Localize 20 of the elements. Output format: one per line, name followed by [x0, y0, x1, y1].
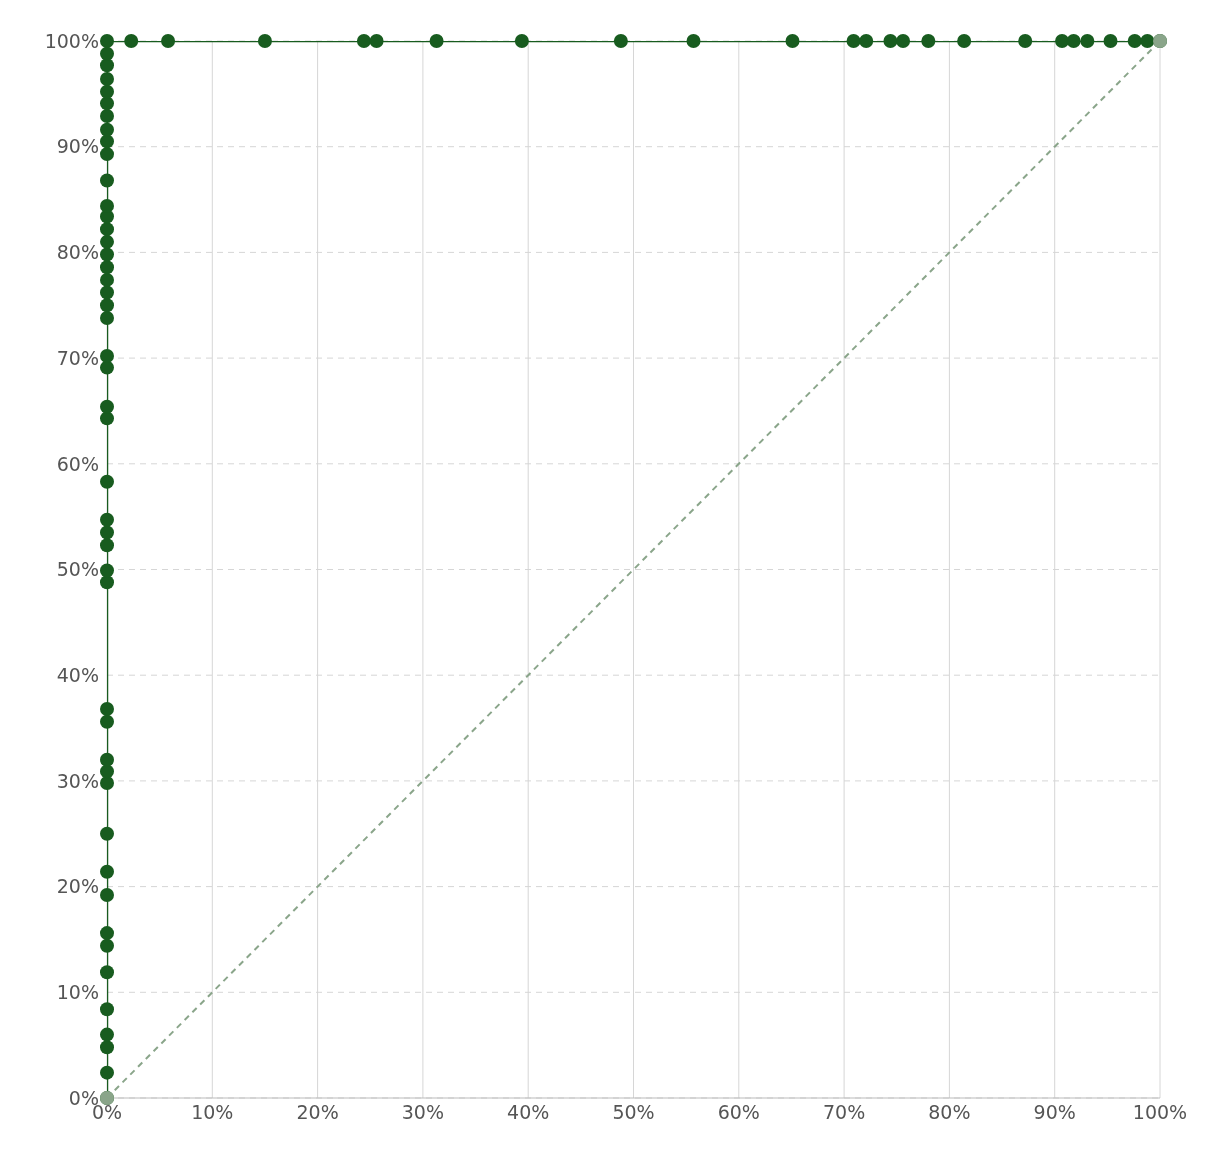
- x-tick-label: 100%: [1132, 1101, 1188, 1124]
- x-tick-label: 50%: [612, 1101, 655, 1124]
- x-tick-label: 40%: [507, 1101, 550, 1124]
- y-tick-label: 40%: [56, 663, 99, 686]
- x-tick-label: 20%: [296, 1101, 339, 1124]
- x-tick-label: 70%: [822, 1101, 866, 1124]
- y-tick-label: 20%: [56, 875, 99, 898]
- y-tick-label: 80%: [56, 241, 99, 264]
- y-tick-label: 90%: [56, 135, 99, 158]
- y-tick-label: 50%: [56, 558, 99, 581]
- x-tick-label: 90%: [1033, 1101, 1076, 1124]
- x-tick-label: 60%: [717, 1101, 760, 1124]
- x-tick-label: 30%: [401, 1101, 445, 1124]
- x-tick-label: 10%: [191, 1101, 234, 1124]
- y-tick-label: 70%: [56, 346, 99, 369]
- y-tick-label: 30%: [56, 769, 99, 792]
- y-tick-label: 60%: [56, 452, 99, 475]
- x-tick-label: 80%: [928, 1101, 971, 1124]
- y-tick-label: 10%: [56, 981, 99, 1004]
- y-tick-label: 100%: [44, 29, 99, 52]
